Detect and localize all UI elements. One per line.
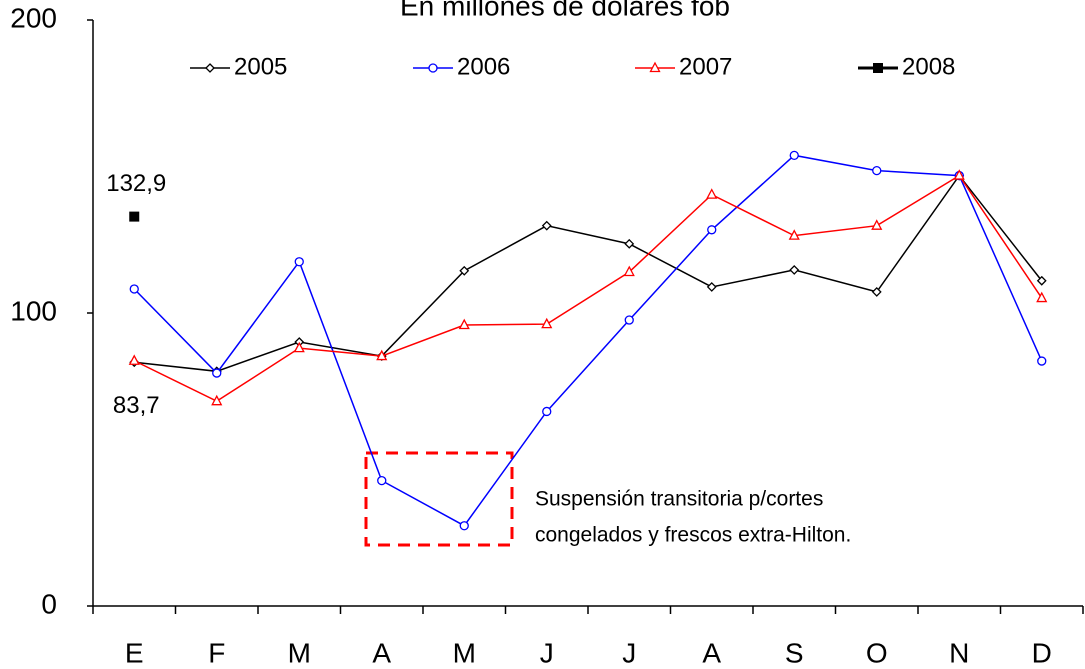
x-tick-label: J bbox=[540, 637, 554, 668]
x-tick-label: A bbox=[372, 637, 391, 668]
data-point bbox=[458, 318, 470, 330]
data-label: 132,9 bbox=[106, 170, 166, 197]
x-tick-label: M bbox=[453, 637, 476, 668]
legend-marker bbox=[873, 63, 883, 73]
data-label: 83,7 bbox=[113, 392, 160, 419]
data-point bbox=[871, 286, 882, 297]
series-line bbox=[133, 154, 1043, 527]
data-point bbox=[376, 349, 388, 361]
data-point bbox=[624, 238, 635, 249]
data-point bbox=[212, 368, 222, 378]
data-point bbox=[789, 150, 799, 161]
highlight-box bbox=[364, 451, 514, 547]
data-point bbox=[459, 521, 469, 531]
x-tick-label: S bbox=[785, 637, 804, 668]
data-point bbox=[1036, 291, 1048, 303]
data-point bbox=[129, 211, 140, 222]
data-point bbox=[872, 165, 882, 176]
x-tick-label: D bbox=[1032, 637, 1052, 668]
x-tick-label: N bbox=[949, 637, 969, 668]
data-point bbox=[1037, 356, 1047, 366]
y-tick-label: 100 bbox=[10, 295, 57, 326]
data-point bbox=[211, 394, 223, 406]
data-point bbox=[459, 265, 470, 276]
series-line bbox=[133, 174, 1043, 403]
data-point bbox=[377, 475, 387, 486]
data-point bbox=[706, 188, 718, 199]
data-point bbox=[871, 219, 883, 230]
series-line bbox=[134, 174, 1043, 373]
x-tick-label: F bbox=[208, 637, 225, 668]
data-point bbox=[128, 354, 140, 365]
data-point bbox=[707, 225, 717, 235]
x-tick-label: J bbox=[622, 637, 636, 668]
data-point bbox=[624, 315, 634, 325]
legend-marker bbox=[205, 63, 215, 73]
data-point bbox=[541, 317, 553, 329]
y-tick-label: 200 bbox=[10, 2, 57, 33]
legend-marker bbox=[649, 61, 661, 73]
data-point bbox=[706, 282, 717, 292]
chart-title: En millones de dólares fob bbox=[400, 0, 730, 21]
x-tick-label: O bbox=[866, 637, 888, 668]
data-point bbox=[1036, 275, 1047, 286]
data-point bbox=[788, 229, 800, 240]
data-point bbox=[623, 265, 635, 277]
legend-label: 2005 bbox=[234, 53, 287, 80]
data-point bbox=[294, 257, 304, 267]
x-tick-label: A bbox=[702, 637, 721, 668]
legend-label: 2008 bbox=[902, 53, 955, 80]
x-tick-label: M bbox=[288, 637, 311, 668]
data-point bbox=[789, 265, 800, 275]
y-tick-label: 0 bbox=[41, 588, 57, 619]
data-point bbox=[541, 220, 552, 231]
legend-label: 2006 bbox=[457, 53, 510, 80]
legend-marker bbox=[428, 63, 438, 73]
annotation: congelados y frescos extra-Hilton. bbox=[535, 524, 851, 547]
annotation: Suspensión transitoria p/cortes bbox=[535, 488, 823, 511]
legend-label: 2007 bbox=[679, 53, 732, 80]
data-point bbox=[953, 169, 965, 180]
data-point bbox=[542, 406, 552, 417]
data-point bbox=[129, 284, 139, 294]
x-tick-label: E bbox=[125, 637, 144, 668]
data-point bbox=[293, 341, 305, 353]
